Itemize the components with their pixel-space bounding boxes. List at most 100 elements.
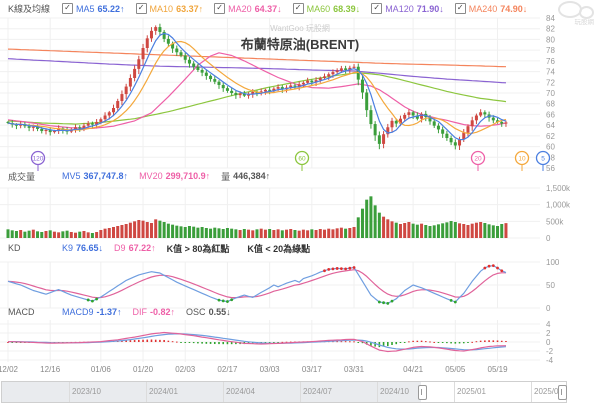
date-label: 05/19 <box>487 365 508 374</box>
series-value: 76.65↓ <box>76 243 104 253</box>
series-name: MACD9 <box>62 307 94 317</box>
series-name: MA20 <box>228 3 252 14</box>
series-value: 64.37↓ <box>254 3 282 14</box>
checkbox[interactable]: ✓ <box>454 3 466 14</box>
svg-text:58: 58 <box>546 153 555 162</box>
nav-label: 2024/10 <box>380 387 409 396</box>
svg-text:0: 0 <box>546 338 551 347</box>
logo-paw2-icon <box>579 6 594 19</box>
series-value: -0.82↑ <box>150 307 176 317</box>
date-label: 03/03 <box>259 365 280 374</box>
volume-item-MV5: MV5 367,747.8↑ <box>62 170 128 183</box>
series-value: 0.55↓ <box>208 307 231 317</box>
ma120-line <box>7 58 507 84</box>
kd-label: KD <box>8 243 21 253</box>
series-value: 63.37↑ <box>176 3 204 14</box>
svg-text:-4: -4 <box>546 356 554 364</box>
svg-text:20: 20 <box>474 156 482 163</box>
date-label: 02/03 <box>175 365 196 374</box>
date-label: 04/21 <box>403 365 424 374</box>
date-label: 01/06 <box>90 365 111 374</box>
svg-text:0: 0 <box>546 234 551 242</box>
ma-legend-bar: K線及均線 ✓ MA5 65.22↑ ✓ MA10 63.37↑ ✓ MA20 64.37↓ ✓ M… <box>0 2 600 15</box>
svg-text:0: 0 <box>546 304 551 312</box>
ma-legend-item-MA5[interactable]: ✓ MA5 65.22↑ <box>62 3 125 14</box>
series-value: 74.90↓ <box>500 3 528 14</box>
dif-line <box>7 331 507 353</box>
ma-legend-item-MA120[interactable]: ✓ MA120 71.90↓ <box>371 3 444 14</box>
series-name: MA5 <box>76 3 95 14</box>
svg-text:72: 72 <box>546 78 555 87</box>
series-name: OSC <box>186 307 206 317</box>
ma-legend-item-MA20[interactable]: ✓ MA20 64.37↓ <box>214 3 282 14</box>
svg-text:5: 5 <box>541 156 545 163</box>
series-name: MA60 <box>306 3 331 14</box>
nav-left-handle[interactable] <box>418 385 427 400</box>
volume-header-items: MV5 367,747.8↑ MV20 299,710.9↑ 量 446,384↑ <box>62 170 281 183</box>
date-label: 03/17 <box>301 365 322 374</box>
volume-label: 成交量 <box>8 171 36 182</box>
macd-label: MACD <box>8 307 35 317</box>
svg-text:50: 50 <box>546 281 555 290</box>
volume-chart[interactable]: 1,500k 1,000k 500k 0 <box>0 182 600 242</box>
ma-pins: 120 60 20 10 5 <box>30 150 551 171</box>
svg-text:-2: -2 <box>546 347 554 356</box>
logo-text: 玩股網 <box>574 19 595 26</box>
nav-dim-area[interactable] <box>2 382 421 402</box>
series-name: D9 <box>114 243 126 253</box>
nav-tick <box>377 382 378 402</box>
wantgoo-logo: 玩股網 <box>550 1 596 26</box>
candles <box>6 23 508 151</box>
svg-text:4: 4 <box>546 320 551 329</box>
date-range-navigator[interactable]: 2023/10 2024/01 2024/04 2024/07 2024/10 2025/… <box>1 381 567 403</box>
kd-item-K9: K9 76.65↓ <box>62 243 103 253</box>
svg-text:1,500k: 1,500k <box>546 184 571 193</box>
ma-legend-item-MA10[interactable]: ✓ MA10 63.37↑ <box>135 3 204 14</box>
ma-legend-item-MA240[interactable]: ✓ MA240 74.90↓ <box>454 3 528 14</box>
date-label: 02/17 <box>217 365 238 374</box>
nav-right-handle[interactable] <box>558 385 567 400</box>
checkbox[interactable]: ✓ <box>371 3 383 14</box>
checkbox[interactable]: ✓ <box>214 3 226 14</box>
series-name: MA240 <box>468 3 498 14</box>
kd-header: KD K9 76.65↓ D9 67.22↑ K值 > 80為紅點 K值 < 20為綠… <box>0 242 600 254</box>
ma240-line <box>7 48 507 68</box>
kd-chart[interactable]: 100 50 0 <box>0 254 600 312</box>
series-value: 71.90↓ <box>416 3 444 14</box>
svg-text:76: 76 <box>546 57 555 66</box>
svg-text:70: 70 <box>546 89 555 98</box>
nav-tick <box>531 382 532 402</box>
checkbox[interactable]: ✓ <box>292 3 304 14</box>
ma-legend-item-MA60[interactable]: ✓ MA60 68.39↓ <box>292 3 361 14</box>
ma-legend-items: ✓ MA5 65.22↑ ✓ MA10 63.37↑ ✓ MA20 64.37↓ ✓ MA60 68.… <box>62 3 538 14</box>
date-label: 05/05 <box>445 365 466 374</box>
macd-gridlines <box>0 320 540 362</box>
ma60-line <box>7 71 507 125</box>
ma5-line <box>7 32 507 141</box>
checkbox[interactable]: ✓ <box>62 3 73 14</box>
checkbox[interactable]: ✓ <box>135 3 147 14</box>
series-value: 299,710.9↑ <box>165 171 211 181</box>
series-value: 65.22↑ <box>97 3 125 14</box>
nav-label: 2025/04 <box>534 387 563 396</box>
svg-text:500k: 500k <box>546 217 564 226</box>
macd-chart[interactable]: 420-2-4 <box>0 318 600 364</box>
date-label: 12/02 <box>0 365 19 374</box>
nav-tick <box>300 382 301 402</box>
svg-text:10: 10 <box>518 156 526 163</box>
series-name: MV20 <box>139 171 163 181</box>
svg-text:82: 82 <box>546 25 555 34</box>
kd-item-D9: D9 67.22↑ <box>114 243 156 253</box>
watermark: WantGoo 玩股網 <box>270 24 330 33</box>
series-value: 68.39↓ <box>333 3 361 14</box>
svg-text:100: 100 <box>546 258 560 267</box>
svg-text:74: 74 <box>546 68 555 77</box>
macd-header: MACD MACD9 -1.37↑ DIF -0.82↑ OSC 0.55↓ <box>0 306 600 318</box>
series-name: 量 <box>221 171 231 182</box>
series-value: 446,384↑ <box>233 171 271 181</box>
series-value: -1.37↑ <box>96 307 122 317</box>
macd-item-MACD9: MACD9 -1.37↑ <box>62 307 122 317</box>
k-line <box>7 265 507 305</box>
